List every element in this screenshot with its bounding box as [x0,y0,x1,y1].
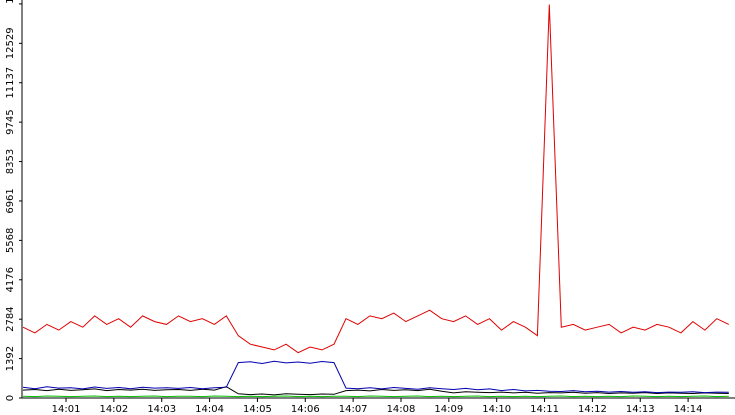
x-tick-label: 14:07 [339,404,368,415]
x-tick-label: 14:10 [482,404,511,415]
x-tick-label: 14:09 [434,404,463,415]
y-tick-label: 0 [5,395,16,401]
y-tick-label: 11137 [5,67,16,99]
series-line [22,360,729,394]
series-line [22,386,729,396]
y-tick-label: 5568 [5,228,16,253]
x-tick-label: 14:02 [99,404,128,415]
y-tick-label: 8353 [5,149,16,174]
x-tick-label: 14:08 [387,404,416,415]
x-tick-label: 14:05 [243,404,272,415]
x-tick-label: 14:13 [626,404,655,415]
x-tick-label: 14:06 [291,404,320,415]
x-tick-label: 14:04 [195,404,224,415]
y-tick-label: 9745 [5,109,16,134]
y-tick-label: 4176 [5,267,16,292]
y-tick-label: 1392 [5,346,16,371]
x-tick-label: 14:14 [674,404,703,415]
y-tick-label: 2784 [5,306,16,331]
series-line [22,4,730,354]
y-tick-label: 6961 [5,188,16,213]
y-tick-label: 12529 [5,27,16,59]
x-tick-label: 14:01 [52,404,81,415]
series-line [22,395,729,398]
x-tick-label: 14:12 [578,404,607,415]
x-tick-label: 14:11 [530,404,559,415]
x-tick-label: 14:03 [147,404,176,415]
